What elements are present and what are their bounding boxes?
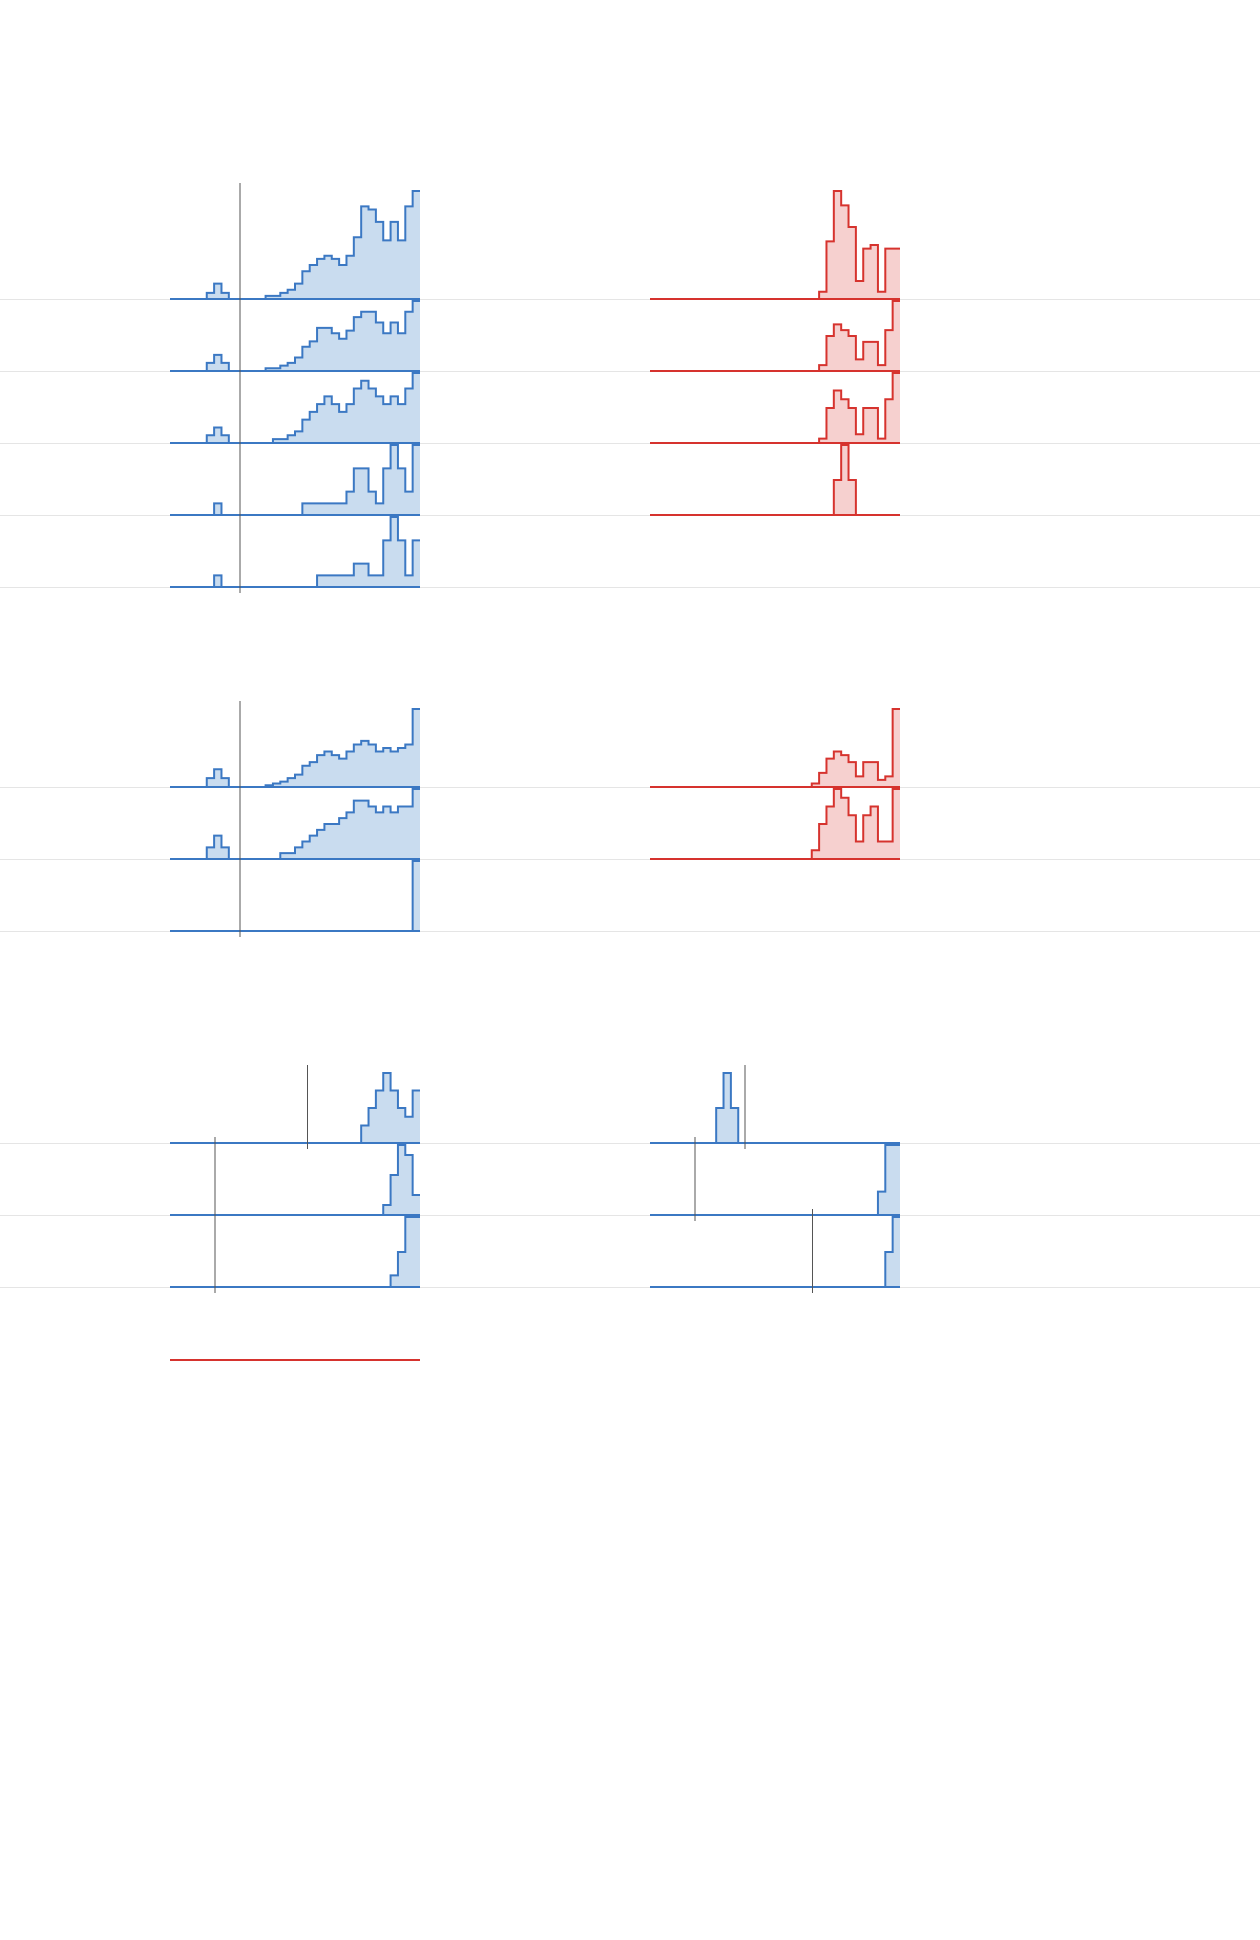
sparkline-right (650, 299, 900, 371)
sparkline-left (170, 443, 420, 515)
chart-row (0, 1216, 1260, 1288)
chart-row (0, 300, 1260, 372)
sparkline-right (650, 1071, 900, 1143)
chart-row (0, 788, 1260, 860)
chart-section (0, 1072, 1260, 1360)
sparkline-left (170, 1288, 420, 1360)
sparkline-right (650, 371, 900, 443)
sparkline-right (650, 707, 900, 787)
chart-section (0, 708, 1260, 932)
sparkline-left (170, 859, 420, 931)
chart-section (0, 190, 1260, 588)
sparkline-right (650, 189, 900, 299)
chart-row (0, 1072, 1260, 1144)
sparkline-right (650, 1143, 900, 1215)
chart-row (0, 516, 1260, 588)
sparkline-right (650, 787, 900, 859)
chart-row (0, 1288, 1260, 1360)
sparkline-left (170, 189, 420, 299)
chart-row (0, 860, 1260, 932)
small-multiples-panel (0, 0, 1260, 1360)
sparkline-left (170, 1071, 420, 1143)
sparkline-left (170, 371, 420, 443)
chart-row (0, 444, 1260, 516)
chart-row (0, 190, 1260, 300)
chart-row (0, 708, 1260, 788)
sparkline-left (170, 787, 420, 859)
sparkline-right (650, 443, 900, 515)
sparkline-left (170, 515, 420, 587)
sparkline-right (650, 1215, 900, 1287)
sparkline-left (170, 1143, 420, 1215)
sparkline-left (170, 299, 420, 371)
chart-row (0, 372, 1260, 444)
sparkline-left (170, 1215, 420, 1287)
sparkline-left (170, 707, 420, 787)
chart-row (0, 1144, 1260, 1216)
